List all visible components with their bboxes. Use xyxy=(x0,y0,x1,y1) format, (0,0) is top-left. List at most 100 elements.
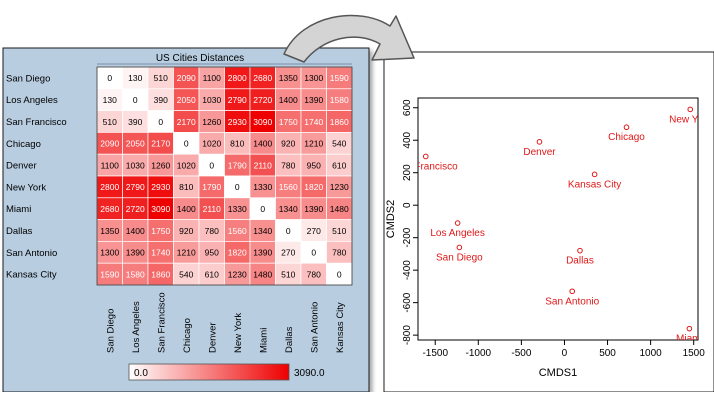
point-label: Denver xyxy=(523,147,556,158)
mds-plot-frame xyxy=(417,97,699,341)
heatmap-cell-value: 3090 xyxy=(151,204,170,214)
heatmap-cell-value: 2720 xyxy=(126,204,145,214)
heatmap-cell-value: 780 xyxy=(332,248,346,258)
data-point xyxy=(456,244,463,251)
heatmap-cell-value: 1100 xyxy=(203,73,222,83)
heatmap-cell-value: 270 xyxy=(307,226,321,236)
heatmap-row-label: New York xyxy=(6,182,46,193)
heatmap-cell-value: 920 xyxy=(179,226,193,236)
heatmap-row-label: Chicago xyxy=(6,139,41,150)
heatmap-row-labels: San Diego Los Angeles San Francisco Chicago… xyxy=(6,73,67,280)
heatmap-cell-value: 1390 xyxy=(304,95,323,105)
heatmap-cell-value: 1820 xyxy=(304,182,323,192)
heatmap-cell-value: 1330 xyxy=(228,204,247,214)
heatmap-cell-value: 1390 xyxy=(126,248,145,258)
y-tick-label: -800 xyxy=(402,325,413,345)
mds-x-axis-label: CMDS1 xyxy=(539,367,578,379)
heatmap-cell-value: 2680 xyxy=(253,73,272,83)
y-tick-label: 0 xyxy=(402,202,413,208)
heatmap-cell-value: 2170 xyxy=(151,139,170,149)
color-scale-max-label: 3090.0 xyxy=(294,368,325,379)
heatmap-cell-value: 1020 xyxy=(202,139,221,149)
heatmap-cell-value: 2790 xyxy=(228,95,247,105)
heatmap-cell-value: 1860 xyxy=(330,117,349,127)
heatmap-cell-value: 810 xyxy=(179,182,193,192)
heatmap-row-label: Denver xyxy=(6,161,37,172)
heatmap-cell-value: 1480 xyxy=(330,204,349,214)
heatmap-cell-value: 1790 xyxy=(202,182,221,192)
heatmap-cell-value: 780 xyxy=(307,269,321,279)
heatmap-cell-value: 1400 xyxy=(126,226,145,236)
heatmap-column-label: Los Angeles xyxy=(131,301,142,353)
heatmap-cell-value: 2110 xyxy=(254,160,273,170)
heatmap-cell-value: 1350 xyxy=(279,73,298,83)
data-point xyxy=(577,247,583,254)
heatmap-column-label: Dallas xyxy=(284,326,295,353)
heatmap-cell-value: 2170 xyxy=(177,117,196,127)
heatmap-row-label: Los Angeles xyxy=(6,95,58,106)
heatmap-cell-value: 1400 xyxy=(177,204,196,214)
y-tick-label: 400 xyxy=(402,131,413,148)
x-tick-label: 0 xyxy=(562,348,568,359)
heatmap-cell-value: 1560 xyxy=(228,226,247,236)
y-tick-label: -400 xyxy=(402,260,413,280)
x-tick-label: 1500 xyxy=(683,348,706,359)
heatmap-row-label: San Antonio xyxy=(6,248,57,259)
point-label: San Antonio xyxy=(545,296,599,307)
heatmap-cell-value: 610 xyxy=(205,269,219,279)
heatmap-cell-value: 2110 xyxy=(203,204,222,214)
x-tick-label: -1000 xyxy=(466,348,492,359)
heatmap-cell-value: 1230 xyxy=(330,182,349,192)
heatmap-cell-value: 2090 xyxy=(177,73,196,83)
x-tick-label: 1000 xyxy=(639,348,662,359)
heatmap-cell-value: 510 xyxy=(103,117,117,127)
heatmap-cell-value: 1020 xyxy=(177,160,196,170)
heatmap-cell-value: 2930 xyxy=(151,182,170,192)
heatmap-cell-value: 1260 xyxy=(151,160,170,170)
heatmap-cell-value: 1560 xyxy=(279,182,298,192)
heatmap-row-label: Kansas City xyxy=(6,270,57,281)
heatmap-cell-value: 2720 xyxy=(253,95,272,105)
heatmap-cell-value: 2680 xyxy=(100,204,119,214)
x-tick-label: -500 xyxy=(511,348,531,359)
heatmap-cell-value: 610 xyxy=(332,160,346,170)
heatmap-cell-value: 780 xyxy=(281,160,295,170)
heatmap-cell-value: 1340 xyxy=(279,204,298,214)
heatmap-cell-value: 1350 xyxy=(100,226,119,236)
heatmap-cell-value: 780 xyxy=(205,226,219,236)
heatmap-column-label: San Francisco xyxy=(156,292,167,353)
heatmap-cell-value: 3090 xyxy=(253,117,272,127)
heatmap-cell-value: 1580 xyxy=(126,269,145,279)
y-tick-label: 600 xyxy=(402,99,413,116)
heatmap-cell-value: 0 xyxy=(337,269,342,279)
y-tick-label: -200 xyxy=(402,227,413,247)
data-point xyxy=(687,106,694,113)
y-tick-label: 200 xyxy=(402,164,413,181)
heatmap-cell-value: 270 xyxy=(281,248,295,258)
heatmap-cell-value: 1300 xyxy=(100,248,119,258)
heatmap-cell-value: 1740 xyxy=(304,117,323,127)
heatmap-cell-value: 1580 xyxy=(330,95,349,105)
heatmap-cell-value: 510 xyxy=(281,269,295,279)
heatmap-cell-value: 390 xyxy=(154,95,168,105)
heatmap-frame xyxy=(96,66,353,286)
point-label: Miami xyxy=(676,334,703,345)
heatmap-cell-value: 1260 xyxy=(202,117,221,127)
heatmap-cell-value: 1390 xyxy=(253,248,272,258)
heatmap-column-label: Chicago xyxy=(182,318,193,353)
heatmap-cell-value: 1400 xyxy=(279,95,298,105)
heatmap-cell-value: 0 xyxy=(107,73,112,83)
heatmap-row-label: San Francisco xyxy=(6,117,67,128)
heatmap-cell-value: 390 xyxy=(128,117,142,127)
heatmap-cell-value: 2050 xyxy=(177,95,196,105)
heatmap-row-label: Miami xyxy=(6,204,31,215)
point-label: Los Angeles xyxy=(430,228,485,239)
heatmap-cell-value: 0 xyxy=(235,182,240,192)
x-tick-label: 500 xyxy=(599,348,616,359)
heatmap-cell-value: 510 xyxy=(332,226,346,236)
heatmap-column-label: Miami xyxy=(258,328,269,353)
heatmap-cell-value: 1590 xyxy=(100,269,119,279)
heatmap-cell-value: 2050 xyxy=(126,139,145,149)
heatmap-cell-value: 1750 xyxy=(151,226,170,236)
heatmap-cell-value: 2800 xyxy=(228,73,247,83)
